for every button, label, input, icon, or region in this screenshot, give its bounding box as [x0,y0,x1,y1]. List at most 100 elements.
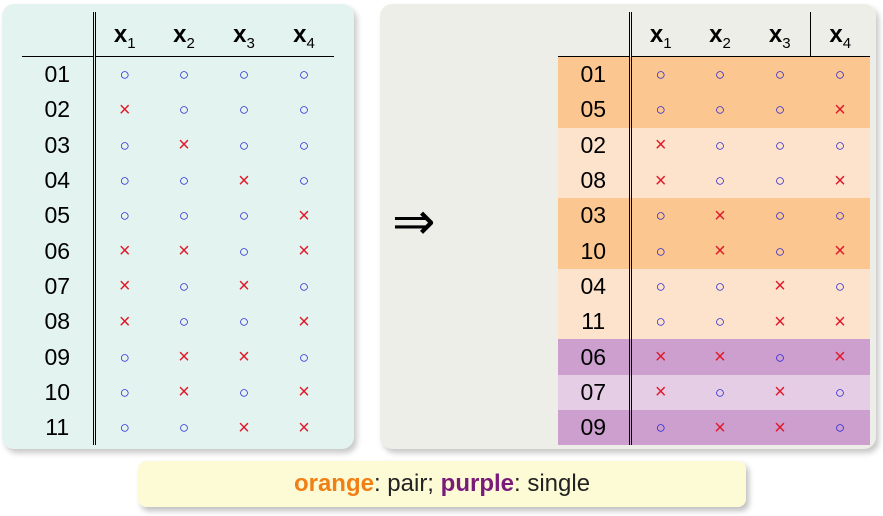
table-row: 05 ○ ○ ○ × [558,92,870,128]
column-header-x2: x2 [154,12,214,57]
circle-mark: ○ [810,127,870,163]
circle-mark: ○ [750,339,810,375]
column-header-x1: x1 [94,12,154,57]
original-table-body: 01 ○ ○ ○ ○ 02 × ○ ○ ○ 03 ○ × ○ ○ 04 ○ ○ × ○ 05 ○ ○ ○ × 06 × × ○ × 07 × ○… [22,56,334,446]
cross-mark: × [810,92,870,128]
cross-mark: × [810,233,870,269]
circle-mark: ○ [810,56,870,93]
row-id: 07 [558,374,632,410]
circle-mark: ○ [750,127,810,163]
circle-mark: ○ [690,127,750,163]
legend-box: orange: pair; purple: single [138,461,746,507]
row-id: 06 [22,233,96,269]
cross-mark: × [750,304,810,340]
circle-mark: ○ [630,304,690,340]
circle-mark: ○ [178,100,190,120]
circle-mark: ○ [178,312,190,332]
row-id: 09 [558,409,632,446]
cross-mark: × [750,374,810,410]
cross-mark: × [630,339,690,375]
row-id: 10 [558,233,632,269]
circle-mark: ○ [238,206,250,226]
row-id: 02 [22,92,96,128]
grouped-table: x1 x2 x3 x4 01 ○ ○ ○ ○ 05 ○ ○ ○ × 02 × ○ ○ ○ 08 × ○ ○ × 03 ○ × ○ ○ 1… [558,12,870,446]
circle-mark: ○ [238,382,250,402]
column-header-x3: x3 [750,12,811,57]
circle-mark: ○ [298,65,310,85]
cross-mark: × [630,374,690,410]
circle-mark: ○ [630,56,690,93]
circle-mark: ○ [298,135,310,155]
circle-mark: ○ [178,171,190,191]
cross-mark: × [810,339,870,375]
table-row: 02 × ○ ○ ○ [558,127,870,163]
circle-mark: ○ [690,304,750,340]
cross-mark: × [630,162,690,199]
row-id: 04 [22,162,96,199]
cross-mark: × [178,134,190,157]
circle-mark: ○ [238,135,250,155]
circle-mark: ○ [630,409,690,446]
cross-mark: × [118,310,131,333]
circle-mark: ○ [690,374,750,410]
circle-mark: ○ [690,56,750,93]
row-id: 05 [558,92,632,128]
column-header-x4: x4 [274,12,334,57]
row-id: 10 [22,374,96,410]
cross-mark: × [690,339,750,375]
circle-mark: ○ [690,92,750,128]
circle-mark: ○ [119,347,130,367]
circle-mark: ○ [810,268,870,305]
cross-mark: × [630,127,690,163]
circle-mark: ○ [298,171,310,191]
table-row: 11 ○ ○ × × [22,409,334,446]
cross-mark: × [690,233,750,269]
circle-mark: ○ [630,233,690,269]
cross-mark: × [298,240,310,263]
circle-mark: ○ [690,162,750,199]
table-row: 01 ○ ○ ○ ○ [558,56,870,93]
circle-mark: ○ [119,418,130,438]
table-row: 11 ○ ○ × × [558,304,870,340]
circle-mark: ○ [119,206,130,226]
column-header-x4: x4 [810,12,870,57]
circle-mark: ○ [630,268,690,305]
circle-mark: ○ [750,233,810,269]
legend-orange-desc: : pair; [373,470,441,497]
cross-mark: × [238,346,250,369]
circle-mark: ○ [298,347,310,367]
row-id: 09 [22,339,96,375]
transform-arrow: ⇒ [392,192,436,252]
circle-mark: ○ [238,65,250,85]
legend-orange-word: orange [293,470,374,497]
row-id: 08 [558,162,632,199]
circle-mark: ○ [119,382,130,402]
table-row: 03 ○ × ○ ○ [558,198,870,234]
table-row: 04 ○ ○ × ○ [22,162,334,199]
column-header-x2: x2 [690,12,750,57]
circle-mark: ○ [178,276,190,296]
cross-mark: × [298,204,310,227]
cross-mark: × [298,381,310,404]
row-id: 05 [22,198,96,234]
header-blank [22,12,96,57]
row-id: 11 [558,304,632,340]
table-row: 01 ○ ○ ○ ○ [22,56,334,93]
row-id: 07 [22,268,96,305]
circle-mark: ○ [750,198,810,234]
cross-mark: × [178,346,190,369]
circle-mark: ○ [178,65,190,85]
circle-mark: ○ [238,241,250,261]
circle-mark: ○ [119,171,130,191]
header-blank [558,12,632,57]
cross-mark: × [238,275,250,298]
row-id: 06 [558,339,632,375]
column-header-x3: x3 [214,12,274,57]
cross-mark: × [810,162,870,199]
cross-mark: × [178,381,190,404]
circle-mark: ○ [690,268,750,305]
legend-purple-word: purple [440,470,514,497]
circle-mark: ○ [750,92,810,128]
cross-mark: × [690,198,750,234]
table-row: 09 ○ × × ○ [558,409,870,446]
